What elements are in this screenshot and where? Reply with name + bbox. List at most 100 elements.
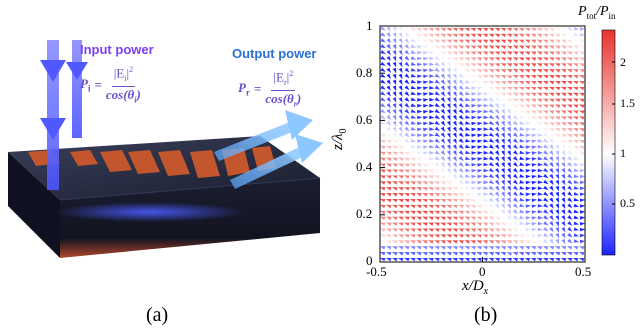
field-arrow [386, 67, 391, 73]
field-arrow [422, 257, 428, 262]
field-arrow [578, 51, 585, 55]
field-arrow [440, 91, 446, 97]
field-arrow [495, 185, 500, 191]
field-arrow [404, 216, 410, 221]
field-arrow [452, 162, 457, 168]
field-arrow [452, 79, 457, 85]
field-arrow [548, 252, 555, 256]
field-arrow [429, 150, 435, 155]
field-arrow [428, 198, 434, 203]
field-arrow [530, 39, 537, 44]
field-arrow [476, 222, 482, 226]
output-beams [214, 110, 323, 189]
field-arrow [440, 167, 446, 174]
field-arrow [512, 240, 519, 244]
field-arrow [398, 163, 404, 167]
field-arrow [578, 110, 585, 114]
field-arrow [536, 86, 543, 91]
input-power-label: Input power [80, 42, 154, 57]
field-arrow [392, 67, 397, 74]
field-arrow [470, 234, 476, 238]
input-eq-num-tail: | [126, 65, 130, 81]
field-arrow [440, 181, 446, 185]
field-arrow [572, 252, 579, 256]
field-arrow [404, 169, 410, 173]
field-arrow [513, 173, 519, 179]
field-arrow [548, 57, 555, 61]
field-arrow [537, 150, 544, 155]
field-arrow [422, 216, 428, 221]
field-arrow [560, 257, 567, 262]
field-arrow [429, 68, 435, 72]
field-arrow [452, 257, 458, 262]
field-arrow [416, 234, 422, 238]
field-arrow [483, 198, 489, 202]
field-arrow [392, 109, 397, 115]
field-arrow [549, 156, 554, 162]
field-arrow [398, 240, 404, 244]
field-arrow [434, 234, 440, 238]
field-arrow [572, 128, 579, 132]
field-arrow [446, 144, 451, 150]
field-arrow [554, 98, 561, 103]
field-arrow [477, 139, 483, 144]
field-arrow [380, 85, 386, 90]
field-arrow [483, 97, 489, 102]
field-arrow [380, 240, 386, 244]
field-arrow [416, 33, 422, 38]
field-arrow [530, 27, 537, 32]
field-arrow [417, 50, 423, 55]
field-arrow [572, 57, 579, 61]
field-arrow [476, 45, 482, 49]
field-arrow [554, 110, 561, 114]
field-arrow [398, 228, 404, 232]
field-arrow [404, 120, 410, 126]
field-arrow [404, 32, 410, 38]
field-arrow [537, 133, 544, 137]
axis-ticks [379, 25, 586, 263]
field-arrow [422, 39, 428, 44]
field-arrow [446, 216, 452, 221]
field-arrow [410, 157, 416, 162]
field-arrow [416, 175, 422, 179]
field-arrow [566, 246, 573, 250]
field-arrow [537, 162, 544, 167]
field-arrow [380, 216, 386, 221]
field-arrow [380, 103, 386, 108]
field-arrow [518, 92, 525, 97]
field-arrow [386, 126, 391, 132]
field-arrow [476, 257, 482, 262]
field-arrow [470, 51, 476, 55]
field-arrow [464, 33, 470, 38]
field-arrow [476, 75, 482, 79]
field-arrow [422, 33, 428, 38]
colorbar-title-main: P [578, 4, 587, 19]
field-arrow [500, 69, 507, 73]
field-arrow [423, 86, 429, 91]
field-arrow [512, 39, 519, 44]
field-arrow [507, 120, 512, 127]
field-arrow [464, 246, 470, 250]
field-arrow [410, 163, 416, 167]
field-arrow [404, 55, 410, 61]
field-arrow [567, 232, 573, 238]
field-arrow [446, 85, 451, 91]
field-arrow [555, 191, 559, 198]
field-arrow [579, 174, 585, 179]
colorbar-tick-label: 1.5 [620, 96, 635, 110]
field-arrow [572, 116, 579, 120]
field-arrow [440, 103, 446, 109]
field-arrow [482, 222, 488, 226]
field-arrow [434, 55, 441, 61]
field-arrow [578, 116, 585, 120]
field-arrow [506, 246, 513, 250]
y-tick-label: 0.2 [356, 206, 373, 221]
field-arrow [465, 156, 471, 160]
field-arrow [513, 191, 519, 197]
field-arrow [458, 97, 464, 102]
field-arrow [380, 67, 386, 72]
field-arrow [530, 69, 537, 73]
field-arrow [572, 134, 579, 138]
field-arrow [446, 115, 451, 121]
